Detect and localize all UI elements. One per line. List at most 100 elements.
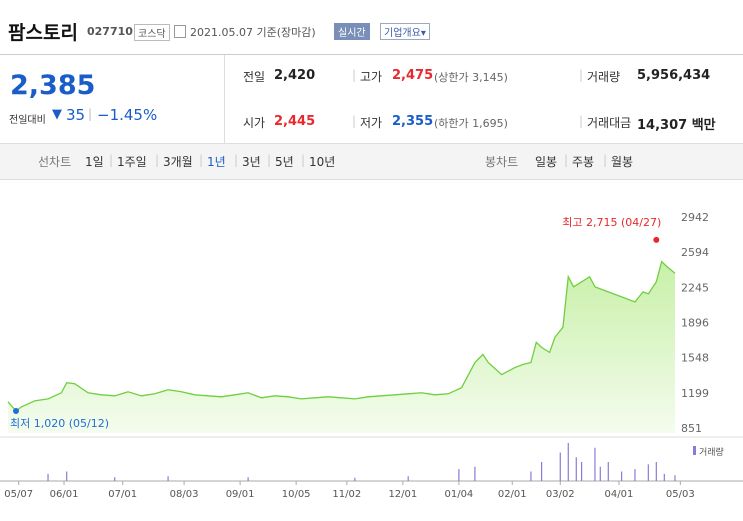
company-button[interactable]: 기업개요▾ [380,23,430,40]
separator: | [88,107,93,121]
stock-code: 027710 [87,25,133,38]
separator: | [603,153,608,167]
stat-note: (상한가 3,145) [434,71,508,84]
market-badge: 코스닥 [134,24,170,41]
volume-bar [575,457,577,481]
y-tick-label: 1896 [681,317,709,330]
candle-button[interactable]: 월봉 [611,155,634,169]
stat-label: 거래대금 [587,116,632,130]
stat-label: 시가 [243,116,266,130]
base-date: 2021.05.07 기준(장마감) [190,26,316,39]
down-arrow: ▼ [52,107,62,122]
volume-bar [621,471,623,481]
candle-button[interactable]: 주봉 [572,155,595,169]
change-pct: −1.45% [97,106,158,124]
volume-bar [114,477,116,481]
volume-bar [567,443,569,481]
volume-bar [647,464,649,481]
separator: | [234,153,239,167]
chart: 2942 2594 2245 1896 1548 1199 851 05/07 06/01 07/… [0,211,743,500]
x-tick-label: 07/01 [108,489,137,500]
separator: | [301,153,306,167]
volume-bar [407,476,409,481]
stock-name: 팜스토리 [8,22,78,44]
volume-bar [47,473,49,481]
low-label: 최저 1,020 (05/12) [10,417,109,430]
period-button[interactable]: 1년 [207,155,226,169]
separator: | [579,114,584,128]
stat-label: 거래량 [587,70,621,84]
x-tick-label: 03/02 [546,489,575,500]
stat-value: 2,475 [392,68,434,83]
high-label: 최고 2,715 (04/27) [562,216,661,229]
divider [224,55,225,143]
stat-label: 저가 [360,116,383,130]
separator: | [109,153,114,167]
x-tick-label: 08/03 [170,489,199,500]
stat-value: 5,956,434 [637,68,711,83]
y-tick-label: 851 [681,422,702,435]
x-tick-label: 05/07 [4,489,33,500]
separator: | [352,68,357,82]
volume-bar [607,462,609,481]
calendar-icon [174,25,186,38]
current-price: 2,385 [10,70,96,101]
volume-bar [581,462,583,481]
period-button[interactable]: 10년 [309,155,336,169]
volume-bar [167,476,169,481]
separator: | [352,114,357,128]
stat-note: (하한가 1,695) [434,117,508,130]
y-tick-label: 2594 [681,246,709,259]
stat-value: 2,445 [274,114,316,129]
realtime-button[interactable]: 실시간 [334,23,370,40]
separator: | [199,153,204,167]
period-button[interactable]: 3년 [242,155,261,169]
volume-bar [540,462,543,481]
volume-bar [66,471,68,481]
period-button[interactable]: 1일 [85,155,104,169]
divider [0,54,743,55]
separator: | [267,153,272,167]
stat-value: 14,307 백만 [637,118,716,133]
separator: | [564,153,569,167]
volume-bar [663,473,665,481]
toolbar-label: 봉차트 [485,155,519,169]
period-button[interactable]: 1주일 [117,155,147,169]
high-marker [653,236,660,243]
x-tick-label: 06/01 [50,489,79,500]
volume-bar [599,466,601,481]
x-tick-label: 01/04 [444,489,473,500]
company-label: 기업개요 [384,28,421,39]
low-marker [13,407,20,414]
area [8,261,675,433]
volume-bar [594,447,596,481]
x-tick-label: 12/01 [388,489,417,500]
volume-bar [655,462,657,481]
volume-bar [458,469,460,481]
legend-label: 거래량 [699,446,724,458]
price-line [7,260,676,412]
stat-value: 2,420 [274,68,316,83]
period-button[interactable]: 5년 [275,155,294,169]
volume-bar [247,477,249,481]
y-tick-label: 1548 [681,352,709,365]
x-tick-label: 02/01 [498,489,527,500]
volume-bar [634,469,636,481]
x-tick-label: 04/01 [605,489,634,500]
toolbar [0,143,743,180]
x-tick-label: 11/02 [332,489,361,500]
change-label: 전일대비 [9,115,46,126]
volume-bar [674,475,676,481]
stat-label: 전일 [243,70,266,84]
y-tick-label: 1199 [681,387,709,400]
volume-bar [474,466,476,481]
toolbar-label: 선차트 [38,155,72,169]
period-button[interactable]: 3개월 [163,155,193,169]
x-tick-label: 09/01 [226,489,255,500]
y-tick-label: 2245 [681,281,709,294]
volume-bar [559,452,561,481]
change-value: 35 [66,106,86,124]
x-tick-label: 05/03 [666,489,695,500]
candle-button[interactable]: 일봉 [535,155,558,169]
